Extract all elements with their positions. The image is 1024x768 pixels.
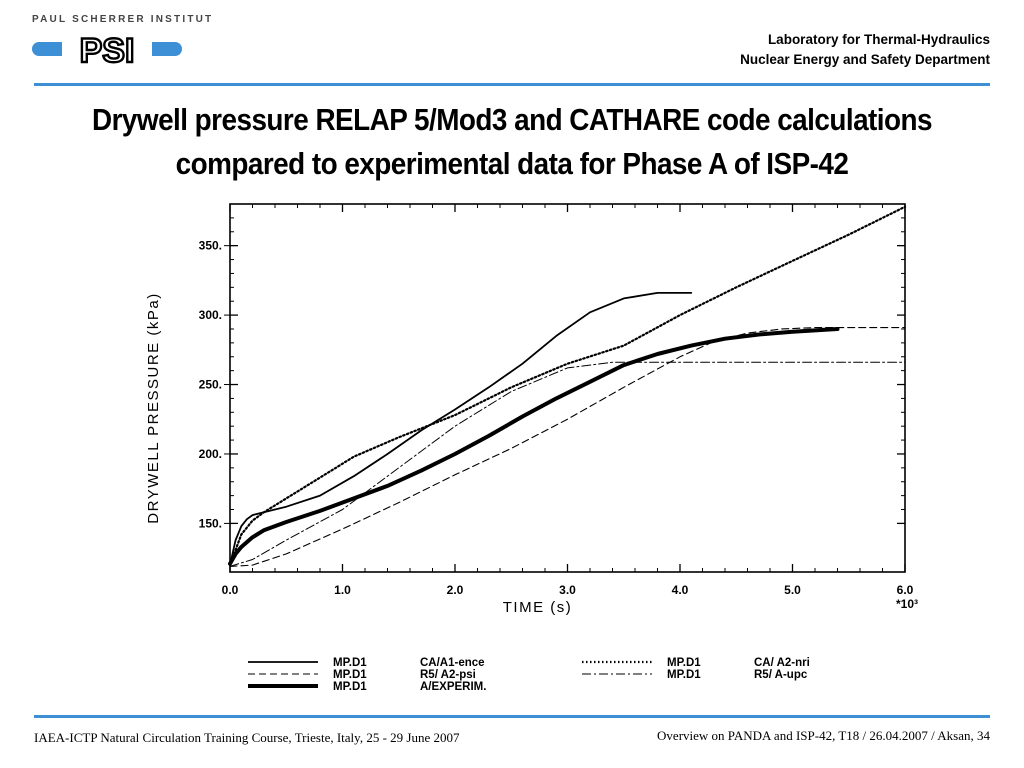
x-tick-label: 0.0 [222, 583, 239, 597]
y-tick-label: 350. [199, 239, 222, 253]
y-axis-label: DRYWELL PRESSURE (kPa) [145, 292, 162, 523]
y-tick-label: 150. [199, 516, 222, 530]
series-line-dashdot [229, 361, 906, 567]
x-tick-label: 2.0 [447, 583, 464, 597]
x-tick-label: 6.0 [897, 583, 914, 597]
legend-label: MP.D1 [667, 669, 701, 681]
x-axis-multiplier: *10³ [896, 597, 918, 611]
y-tick-label: 250. [199, 378, 222, 392]
chart-series [228, 205, 907, 567]
department-name: Nuclear Energy and Safety Department [740, 52, 990, 67]
legend-label: MP.D1 [667, 657, 701, 669]
chart-legend: MP.D1 CA/A1-ence MP.D1 R5/ A2-psi MP.D1 A/EXP… [248, 657, 810, 693]
legend-label-code: R5/ A-upc [754, 669, 808, 681]
psi-logo: PAUL SCHERRER INSTITUT PSI [32, 14, 211, 74]
psi-logo-mark: PSI [32, 31, 182, 71]
legend-label: MP.D1 [333, 681, 367, 693]
footer-course: IAEA-ICTP Natural Circulation Training C… [34, 730, 460, 745]
header-divider [34, 83, 990, 86]
series-line-dashed [229, 327, 906, 567]
x-axis-label: TIME (s) [503, 599, 573, 616]
footer-divider [34, 715, 990, 718]
legend-label-code: CA/A1-ence [420, 657, 485, 669]
series-line-thick [228, 327, 840, 566]
x-tick-label: 3.0 [559, 583, 576, 597]
series-line-solid [229, 292, 693, 567]
institute-name: PAUL SCHERRER INSTITUT [32, 14, 214, 25]
legend-label: MP.D1 [333, 657, 367, 669]
title-line-1: Drywell pressure RELAP 5/Mod3 and CATHAR… [92, 102, 933, 137]
legend-label: MP.D1 [333, 669, 367, 681]
logo-letters: PSI [80, 32, 135, 70]
x-tick-label: 5.0 [784, 583, 801, 597]
footer-slide-info: Overview on PANDA and ISP-42, T18 / 26.0… [657, 728, 990, 743]
slide-title: Drywell pressure RELAP 5/Mod3 and CATHAR… [69, 98, 955, 186]
x-tick-label: 1.0 [334, 583, 351, 597]
header-department: Laboratory for Thermal-Hydraulics Nuclea… [740, 30, 990, 70]
plot-frame [229, 203, 906, 573]
chart-axes: 0.0 1.0 2.0 3.0 4.0 5.0 6.0 150. 200. 250. 300. 350… [145, 203, 918, 616]
legend-label-code: A/EXPERIM. [420, 681, 486, 693]
y-tick-label: 300. [199, 308, 222, 322]
title-line-2: compared to experimental data for Phase … [175, 146, 849, 181]
pressure-chart: 0.0 1.0 2.0 3.0 4.0 5.0 6.0 150. 200. 250. 300. 350… [145, 203, 918, 693]
legend-label-code: CA/ A2-nri [754, 657, 810, 669]
x-tick-label: 4.0 [672, 583, 689, 597]
legend-label-code: R5/ A2-psi [420, 669, 476, 681]
series-line-dotted [228, 205, 907, 567]
y-tick-label: 200. [199, 447, 222, 461]
lab-name: Laboratory for Thermal-Hydraulics [767, 32, 990, 47]
